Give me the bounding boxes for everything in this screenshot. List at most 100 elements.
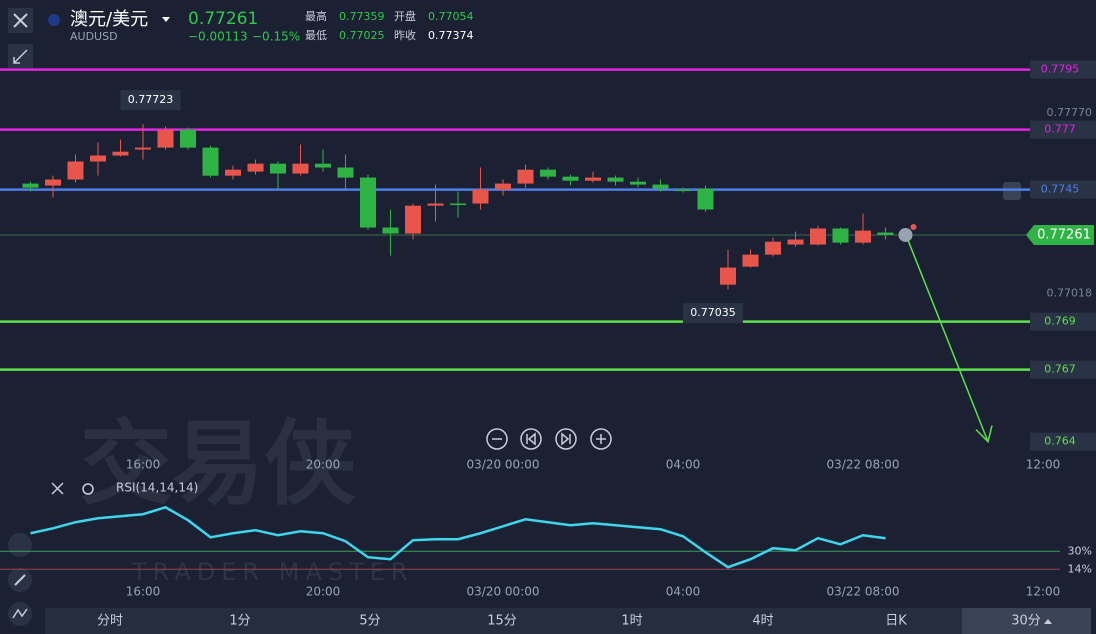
candle-body (495, 183, 511, 190)
timeframe-tab[interactable]: 4时 (752, 614, 773, 629)
annotation-box (683, 303, 743, 324)
symbol-name[interactable]: 澳元/美元 (70, 9, 148, 30)
candle-body (135, 147, 151, 150)
annotation-box (120, 90, 181, 111)
candle-body (225, 169, 241, 176)
candle-body (247, 163, 264, 172)
candle-body (292, 163, 309, 174)
candle-body (540, 169, 556, 177)
candle-body (675, 189, 691, 192)
candle-body (832, 228, 849, 243)
time-tick-label: 20:00 (306, 585, 341, 599)
change: −0.00113 (188, 30, 248, 44)
time-tick-label: 12:00 (1026, 585, 1061, 599)
candle-body (112, 151, 129, 156)
watermark-sub: TRADER MASTER (131, 558, 414, 586)
candle-body (742, 254, 759, 267)
dropdown-icon (162, 17, 170, 22)
close-icon (13, 13, 28, 28)
timeframe-tab[interactable]: 日K (885, 614, 907, 629)
candle-body (360, 177, 376, 228)
time-tick-label: 04:00 (666, 585, 701, 599)
candle-body (630, 181, 646, 185)
target-label: 0.764 (1044, 435, 1076, 448)
price-tick-label: 0.77770 (1047, 106, 1093, 119)
timeframe-tab[interactable]: 分时 (97, 614, 123, 629)
stat-label: 最低 (305, 29, 327, 42)
candle-body (90, 155, 106, 162)
price-tick-label: 0.77018 (1047, 286, 1093, 299)
rewind[interactable] (520, 428, 542, 450)
zoom-out[interactable] (486, 428, 508, 450)
candle-body (517, 169, 534, 184)
time-tick-label: 03/22 08:00 (827, 458, 900, 472)
rsi-close[interactable] (51, 482, 64, 495)
target-arrow (906, 238, 989, 442)
current-price-tag (1026, 224, 1094, 245)
candle-body (720, 267, 736, 285)
candle-body (607, 177, 624, 182)
rsi-tick-label: 30% (1068, 544, 1092, 557)
candle-body (45, 179, 61, 186)
time-tick-label: 03/22 08:00 (827, 585, 900, 599)
change-pct: −0.15% (252, 30, 300, 44)
candle-body (22, 183, 39, 188)
candle-body (855, 230, 871, 243)
time-tick-label: 16:00 (126, 585, 161, 599)
price-level-label: 0.767 (1044, 363, 1076, 376)
stat-label: 最高 (305, 9, 327, 23)
candle-body (427, 203, 444, 206)
stat-value: 0.77025 (339, 29, 385, 42)
candle-body (270, 163, 286, 174)
candle-body (562, 176, 579, 181)
price-level-label: 0.769 (1044, 315, 1076, 328)
candle-body (202, 147, 219, 176)
candle-body (697, 188, 714, 210)
timeframe-tab[interactable]: 30分 (1011, 614, 1041, 629)
candle-body (810, 228, 826, 245)
candle-body (67, 161, 84, 180)
price-level-label: 0.7745 (1041, 183, 1080, 196)
target-arrowhead (975, 425, 993, 444)
last-price: 0.77261 (188, 9, 258, 29)
info-icon[interactable] (898, 227, 913, 242)
candle-body (157, 129, 174, 148)
price-level-label: 0.7795 (1041, 63, 1080, 76)
stat-value: 0.77054 (428, 10, 474, 23)
time-tick-label: 04:00 (666, 458, 701, 472)
alert-dot (910, 223, 917, 230)
tool-button[interactable] (8, 533, 32, 557)
annotation-label: 0.77723 (128, 93, 174, 106)
rsi-settings[interactable] (82, 483, 94, 495)
timeframe-tab[interactable]: 5分 (359, 614, 380, 629)
stat-value: 0.77359 (339, 10, 385, 23)
zoom-in[interactable] (590, 428, 612, 450)
time-tick-label: 16:00 (126, 458, 161, 472)
timeframe-tab[interactable]: 1分 (229, 614, 250, 629)
candle-body (450, 203, 466, 206)
shrink-icon (13, 49, 28, 64)
price-level-tag (1030, 120, 1096, 139)
target-tag (1030, 432, 1096, 451)
tab-selected-bg (962, 608, 1091, 634)
timeframe-tab[interactable]: 1时 (621, 614, 642, 629)
price-level-tag (1030, 360, 1096, 379)
time-tick-label: 03/20 00:00 (467, 585, 540, 599)
timeframe-tab[interactable]: 15分 (487, 614, 517, 629)
rsi-tick-label: 14% (1068, 562, 1092, 575)
indicator-icon (12, 608, 28, 619)
candle-body (337, 167, 354, 178)
stat-value: 0.77374 (428, 29, 474, 42)
forward[interactable] (555, 428, 577, 450)
tab-caret (1044, 619, 1052, 624)
tab-bar (45, 608, 1091, 634)
rsi-label: RSI(14,14,14) (116, 481, 198, 495)
candle-body (180, 129, 196, 148)
price-level-label: 0.777 (1044, 123, 1076, 136)
candle-body (787, 239, 804, 245)
price-level-tag (1030, 180, 1096, 199)
price-level-tag (1030, 312, 1096, 331)
level-handle[interactable] (1003, 182, 1021, 200)
